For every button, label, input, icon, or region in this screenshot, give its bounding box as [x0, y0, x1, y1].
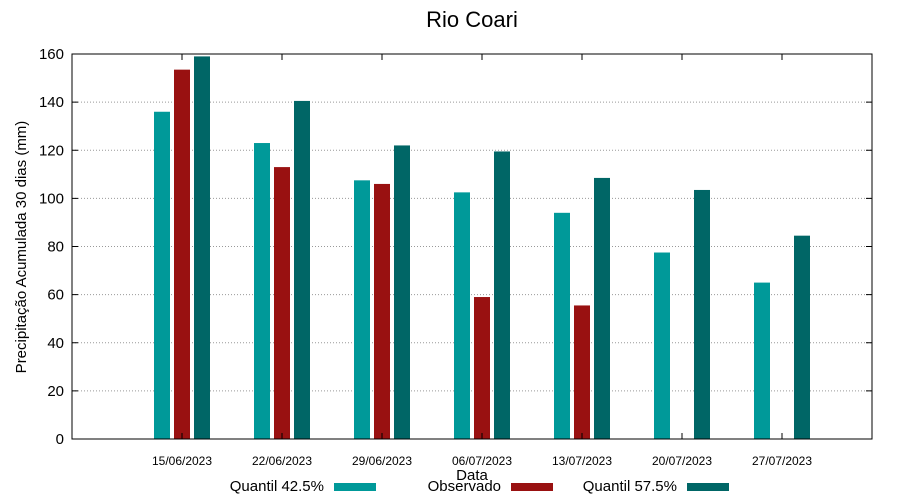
bar-observado	[474, 297, 490, 439]
y-axis-ticks: 0 20 40 60 80 100 120 140 160	[39, 46, 872, 448]
legend-label: Quantil 57.5%	[583, 478, 677, 495]
bar-quantil-42-5-	[554, 212, 570, 439]
x-tick-label: 13/07/2023	[552, 454, 612, 468]
bar-observado	[174, 69, 190, 439]
bar-quantil-57-5-	[694, 189, 710, 439]
bar-quantil-57-5-	[194, 56, 210, 439]
y-axis-label: Precipitação Acumulada 30 dias (mm)	[13, 121, 30, 374]
x-tick-label: 29/06/2023	[352, 454, 412, 468]
x-tick-label: 22/06/2023	[252, 454, 312, 468]
bar-quantil-57-5-	[294, 100, 310, 439]
legend: Quantil 42.5% Observado Quantil 57.5%	[230, 478, 729, 495]
y-tick-label: 60	[47, 287, 64, 304]
x-tick-label: 27/07/2023	[752, 454, 812, 468]
legend-label: Observado	[428, 478, 501, 495]
legend-swatch	[334, 483, 376, 491]
y-tick-label: 20	[47, 383, 64, 400]
bar-observado	[374, 183, 390, 439]
legend-swatch	[511, 483, 553, 491]
bar-quantil-42-5-	[454, 192, 470, 439]
bar-quantil-42-5-	[654, 252, 670, 439]
bars	[154, 56, 810, 439]
x-tick-label: 06/07/2023	[452, 454, 512, 468]
grid-lines	[72, 101, 872, 392]
legend-swatch	[687, 483, 729, 491]
y-tick-label: 80	[47, 239, 64, 256]
y-tick-label: 160	[39, 46, 64, 63]
bar-quantil-57-5-	[394, 145, 410, 439]
y-tick-label: 40	[47, 335, 64, 352]
bar-quantil-42-5-	[254, 143, 270, 439]
y-tick-label: 100	[39, 190, 64, 207]
bar-quantil-42-5-	[754, 282, 770, 439]
x-axis-label: Data	[456, 467, 488, 484]
y-tick-label: 140	[39, 94, 64, 111]
chart-title: Rio Coari	[426, 7, 518, 32]
bar-quantil-57-5-	[494, 151, 510, 439]
x-tick-label: 15/06/2023	[152, 454, 212, 468]
bar-quantil-42-5-	[354, 180, 370, 439]
x-tick-label: 20/07/2023	[652, 454, 712, 468]
bar-observado	[274, 167, 290, 439]
y-tick-label: 120	[39, 142, 64, 159]
bar-observado	[574, 305, 590, 439]
bar-quantil-57-5-	[794, 235, 810, 439]
legend-label: Quantil 42.5%	[230, 478, 324, 495]
x-axis-ticks: 15/06/2023 22/06/2023 29/06/2023 06/07/2023…	[152, 54, 812, 468]
bar-quantil-42-5-	[154, 111, 170, 439]
y-tick-label: 0	[56, 431, 64, 448]
bar-quantil-57-5-	[594, 177, 610, 439]
